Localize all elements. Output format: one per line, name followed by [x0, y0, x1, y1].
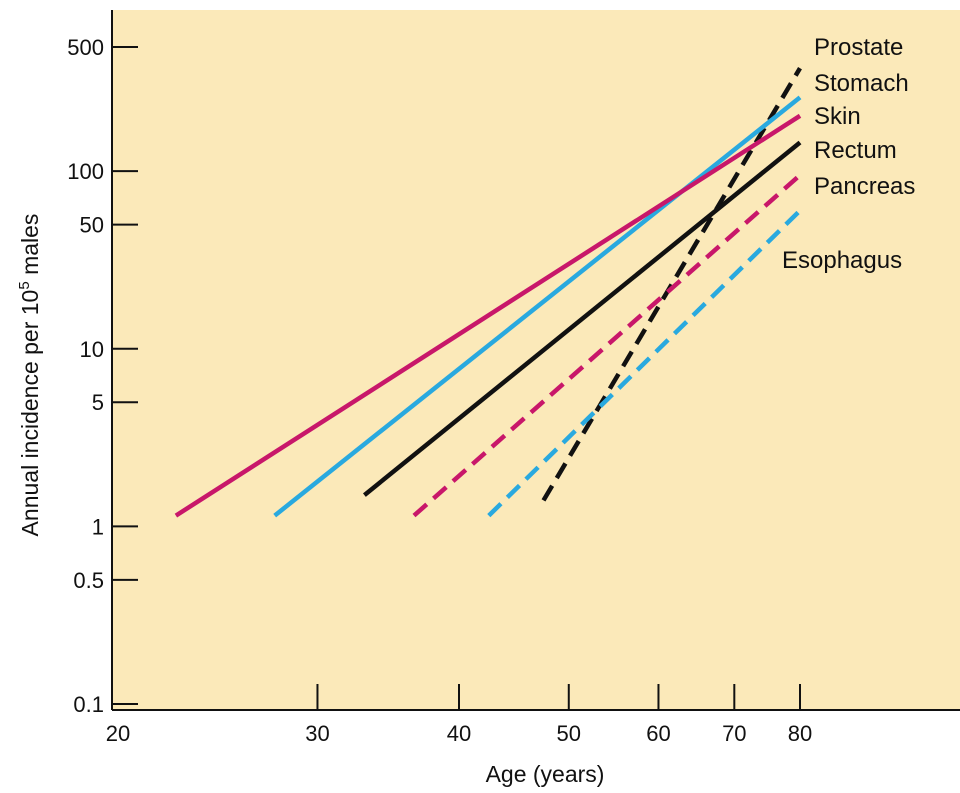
x-tick-label: 50	[557, 721, 581, 746]
y-axis: 0.1 0.5 1 5 10 50 100 500	[67, 10, 138, 717]
series-line-stomach	[273, 95, 802, 518]
y-tick-label: 500	[67, 35, 104, 60]
x-tick-label: 70	[722, 721, 746, 746]
legend-label-skin: Skin	[814, 103, 861, 130]
x-tick-label: 40	[447, 721, 471, 746]
legend-label-prostate: Prostate	[814, 34, 903, 61]
legend-label-esophagus: Esophagus	[782, 247, 902, 274]
x-tick-label: 20	[106, 721, 130, 746]
y-tick-label: 5	[92, 390, 104, 415]
y-tick-label: 1	[92, 514, 104, 539]
legend-label-pancreas: Pancreas	[814, 173, 915, 200]
y-axis-title-main: Annual incidence per 10	[17, 290, 43, 537]
series-line-esophagus	[487, 208, 802, 518]
plot-background	[112, 10, 960, 710]
series-line-prostate	[541, 67, 802, 502]
x-axis-title: Age (years)	[486, 761, 605, 787]
x-tick-label: 80	[788, 721, 812, 746]
y-tick-label: 0.1	[73, 692, 104, 717]
legend-label-rectum: Rectum	[814, 137, 897, 164]
y-axis-title-tail: males	[17, 214, 43, 282]
series-layer	[174, 67, 802, 518]
y-axis-title: Annual incidence per 105 males	[16, 214, 43, 537]
series-line-pancreas	[412, 173, 802, 518]
series-line-rectum	[362, 140, 802, 497]
y-tick-label: 100	[67, 159, 104, 184]
y-tick-label: 0.5	[73, 568, 104, 593]
y-tick-label: 50	[80, 213, 104, 238]
x-axis: 20 30 40 50 60 70 80	[106, 684, 960, 746]
y-tick-label: 10	[80, 337, 104, 362]
legend-label-stomach: Stomach	[814, 70, 909, 97]
legend: Prostate Stomach Skin Rectum Pancreas Esophag…	[782, 34, 915, 274]
x-tick-label: 30	[305, 721, 329, 746]
y-axis-title-superscript: 5	[16, 281, 33, 289]
x-tick-label: 60	[646, 721, 670, 746]
series-line-skin	[174, 113, 802, 518]
